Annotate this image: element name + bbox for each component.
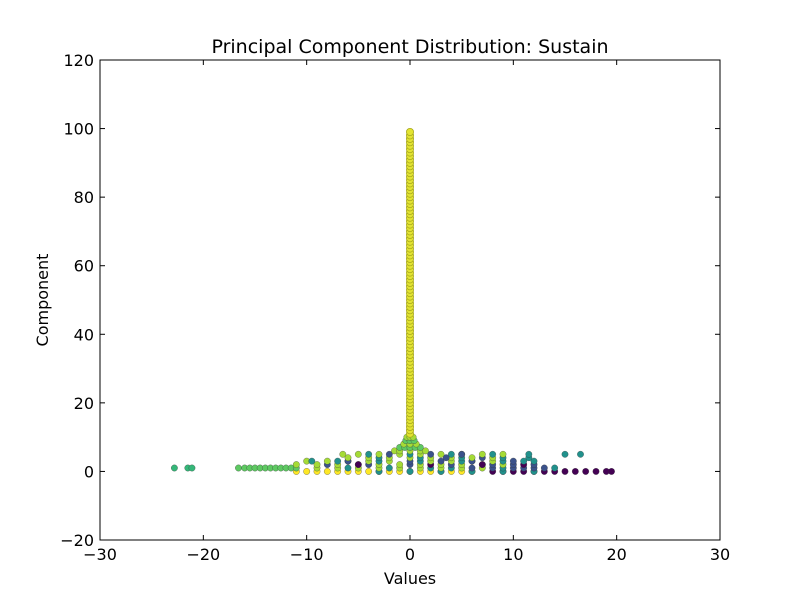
data-point xyxy=(427,450,435,458)
data-point xyxy=(509,457,517,465)
y-tick-label: 120 xyxy=(63,51,94,70)
data-point xyxy=(385,450,393,458)
spike-point xyxy=(405,127,414,136)
data-point xyxy=(478,461,486,468)
data-point xyxy=(561,450,569,458)
data-point xyxy=(354,461,362,468)
data-point xyxy=(561,468,569,475)
data-point xyxy=(608,468,615,475)
data-points xyxy=(171,127,615,475)
data-point xyxy=(437,457,445,465)
x-tick-label: 10 xyxy=(503,545,523,564)
data-point xyxy=(437,450,445,458)
data-point xyxy=(303,468,311,475)
data-point xyxy=(323,457,331,465)
data-point xyxy=(188,464,196,472)
x-axis: −30 −20 −10 0 10 20 30 xyxy=(83,60,730,564)
data-point xyxy=(334,457,342,465)
y-tick-label: 40 xyxy=(74,325,94,344)
data-point xyxy=(499,450,507,458)
x-tick-label: 30 xyxy=(710,545,730,564)
x-tick-label: 0 xyxy=(405,545,415,564)
data-point xyxy=(468,464,476,472)
data-point xyxy=(406,468,414,475)
data-point xyxy=(344,454,352,462)
y-axis: −20 0 20 40 60 80 100 120 xyxy=(60,51,720,550)
y-tick-label: 20 xyxy=(74,394,94,413)
y-tick-label: −20 xyxy=(60,531,94,550)
data-point xyxy=(530,457,538,465)
data-point xyxy=(468,454,476,462)
data-point xyxy=(354,450,362,458)
data-point xyxy=(571,468,579,475)
y-tick-label: 60 xyxy=(74,257,94,276)
data-point xyxy=(478,450,486,458)
data-point xyxy=(292,461,300,468)
data-point xyxy=(577,450,584,458)
data-point xyxy=(339,450,347,458)
x-tick-label: −20 xyxy=(186,545,220,564)
data-point xyxy=(171,464,178,472)
x-tick-label: −30 xyxy=(83,545,117,564)
x-tick-label: −10 xyxy=(290,545,324,564)
x-axis-label: Values xyxy=(384,569,436,588)
data-point xyxy=(365,468,373,475)
data-point xyxy=(235,464,242,472)
data-point xyxy=(396,461,404,468)
data-point xyxy=(540,464,548,472)
y-tick-label: 100 xyxy=(63,120,94,139)
data-point xyxy=(422,447,429,455)
chart-title: Principal Component Distribution: Sustai… xyxy=(211,36,608,58)
data-point xyxy=(323,468,331,475)
data-point xyxy=(520,457,528,465)
y-axis-label: Component xyxy=(33,254,52,347)
data-point xyxy=(344,464,352,472)
data-point xyxy=(458,450,466,458)
data-point xyxy=(442,454,450,462)
data-point xyxy=(489,450,497,458)
data-point xyxy=(525,450,533,458)
data-point xyxy=(551,464,559,472)
data-point xyxy=(447,450,455,458)
data-point xyxy=(582,468,590,475)
y-tick-label: 80 xyxy=(74,188,94,207)
x-tick-label: 20 xyxy=(606,545,626,564)
y-tick-label: 0 xyxy=(84,462,94,481)
data-point xyxy=(365,450,373,458)
data-point xyxy=(313,461,321,468)
data-point xyxy=(375,450,383,458)
data-point xyxy=(385,464,393,472)
data-point xyxy=(592,468,600,475)
data-point xyxy=(308,457,316,465)
